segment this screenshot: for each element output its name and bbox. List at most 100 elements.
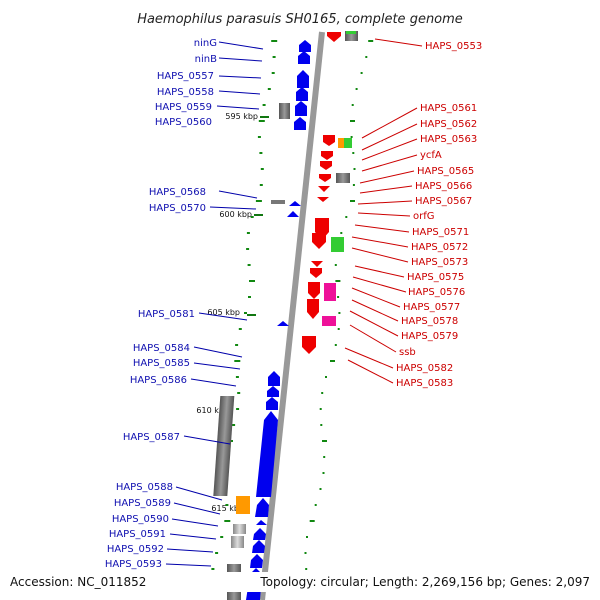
leader-lines — [165, 38, 423, 567]
gene-label-haps-0589[interactable]: HAPS_0589 — [114, 498, 171, 509]
gc-tick — [365, 56, 368, 58]
gc-tick — [350, 120, 355, 122]
gc-tick — [330, 360, 335, 362]
gc-tick — [271, 40, 278, 42]
gc-tick — [334, 344, 337, 346]
gene-label-haps-0570[interactable]: HAPS_0570 — [149, 203, 206, 214]
ruler-label: 600 kbp — [219, 210, 252, 219]
gene-label-haps-0581[interactable]: HAPS_0581 — [138, 309, 195, 320]
gene-label-haps-0562[interactable]: HAPS_0562 — [420, 119, 477, 130]
gene-label-haps-0572[interactable]: HAPS_0572 — [411, 242, 468, 253]
gene-arrow — [287, 211, 299, 217]
gc-tick — [323, 456, 326, 458]
gc-tick — [235, 344, 239, 346]
gene-gray-block — [279, 103, 290, 119]
gc-tick — [314, 504, 317, 506]
gene-label-ninb[interactable]: ninB — [195, 54, 217, 65]
gc-tick — [325, 376, 327, 378]
gene-label-haps-0584[interactable]: HAPS_0584 — [133, 343, 190, 354]
gc-tick — [322, 472, 325, 474]
gene-arrow — [252, 540, 265, 553]
gene-label-ssb[interactable]: ssb — [399, 347, 416, 358]
gene-arrow — [295, 122, 301, 126]
gene-arrow — [294, 117, 306, 130]
gene-label-haps-0582[interactable]: HAPS_0582 — [396, 363, 453, 374]
gc-tick — [338, 312, 341, 314]
gc-tick — [352, 152, 355, 154]
gc-tick — [259, 152, 263, 154]
right-gene-labels: HAPS_0553 HAPS_0561 HAPS_0562 HAPS_0563 … — [396, 41, 482, 389]
gene-light-block — [233, 524, 246, 534]
gc-tick — [319, 488, 322, 490]
gene-arrow — [299, 40, 311, 52]
gene-arrow — [253, 528, 266, 540]
gene-label-haps-0576[interactable]: HAPS_0576 — [408, 287, 465, 298]
gene-label-haps-0560[interactable]: HAPS_0560 — [155, 117, 212, 128]
gc-tick — [244, 312, 247, 314]
gene-gray-block — [336, 173, 350, 183]
gene-label-haps-0592[interactable]: HAPS_0592 — [107, 544, 164, 555]
gc-tick — [340, 232, 343, 234]
gene-label-haps-0585[interactable]: HAPS_0585 — [133, 358, 190, 369]
gene-label-ning[interactable]: ninG — [194, 38, 217, 49]
gene-label-orfg[interactable]: orfG — [413, 211, 435, 222]
gene-arrow — [317, 197, 329, 202]
gene-pink-block — [324, 283, 336, 301]
gene-label-haps-0577[interactable]: HAPS_0577 — [403, 302, 460, 313]
left-gene-labels: ninG ninB HAPS_0557 HAPS_0558 HAPS_0559 … — [105, 38, 217, 570]
gene-gray-block — [345, 31, 358, 41]
gc-tick — [368, 40, 374, 42]
topology-text: Topology: circular; Length: 2,269,156 bp… — [259, 575, 590, 589]
gc-tick — [262, 104, 266, 106]
gene-label-haps-0557[interactable]: HAPS_0557 — [157, 71, 214, 82]
gc-tick — [234, 360, 241, 362]
gc-tick — [220, 536, 224, 538]
gene-label-haps-0559[interactable]: HAPS_0559 — [155, 102, 212, 113]
gene-orange-block — [338, 138, 344, 148]
gene-arrow — [318, 186, 330, 192]
gene-label-haps-0558[interactable]: HAPS_0558 — [157, 87, 214, 98]
gene-label-haps-0593[interactable]: HAPS_0593 — [105, 559, 162, 570]
gene-label-haps-0566[interactable]: HAPS_0566 — [415, 181, 472, 192]
gene-label-haps-0561[interactable]: HAPS_0561 — [420, 103, 477, 114]
gene-label-haps-0583[interactable]: HAPS_0583 — [396, 378, 453, 389]
gene-label-haps-0579[interactable]: HAPS_0579 — [401, 331, 458, 342]
gene-label-haps-0567[interactable]: HAPS_0567 — [415, 196, 472, 207]
gene-label-haps-0587[interactable]: HAPS_0587 — [123, 432, 180, 443]
gene-arrow — [323, 135, 335, 146]
gene-arrow — [295, 101, 307, 116]
gene-label-haps-0575[interactable]: HAPS_0575 — [407, 272, 464, 283]
gene-gray-block — [213, 396, 235, 496]
gene-arrow — [310, 268, 322, 278]
gene-arrow — [308, 282, 320, 299]
gc-tick — [249, 280, 255, 282]
gene-label-haps-0591[interactable]: HAPS_0591 — [109, 529, 166, 540]
gene-label-haps-0588[interactable]: HAPS_0588 — [116, 482, 173, 493]
gene-label-haps-0571[interactable]: HAPS_0571 — [412, 227, 469, 238]
accession-text: Accession: NC_011852 — [10, 575, 146, 589]
gc-tick — [305, 568, 308, 570]
gene-label-haps-0553[interactable]: HAPS_0553 — [425, 41, 482, 52]
ruler-label: 605 kbp — [207, 308, 240, 317]
gene-label-haps-0573[interactable]: HAPS_0573 — [411, 257, 468, 268]
gene-label-haps-0586[interactable]: HAPS_0586 — [130, 375, 187, 386]
gene-arrow — [298, 51, 310, 64]
gene-label-haps-0568[interactable]: HAPS_0568 — [149, 187, 206, 198]
gc-tick — [272, 56, 276, 58]
gc-tick — [350, 200, 355, 202]
gene-label-ycfa[interactable]: ycfA — [420, 150, 442, 161]
gene-green-block — [331, 237, 344, 252]
gc-tick — [246, 232, 250, 234]
gene-label-haps-0563[interactable]: HAPS_0563 — [420, 134, 477, 145]
gc-tick — [259, 184, 263, 186]
gene-label-haps-0590[interactable]: HAPS_0590 — [112, 514, 169, 525]
gene-arrow — [311, 261, 323, 267]
gc-tick — [337, 296, 340, 298]
gene-arrow — [327, 32, 341, 42]
gene-label-haps-0565[interactable]: HAPS_0565 — [417, 166, 474, 177]
gc-tick — [360, 72, 363, 74]
gene-light-block — [231, 536, 244, 548]
gene-label-haps-0578[interactable]: HAPS_0578 — [401, 316, 458, 327]
gene-arrow — [267, 386, 279, 397]
